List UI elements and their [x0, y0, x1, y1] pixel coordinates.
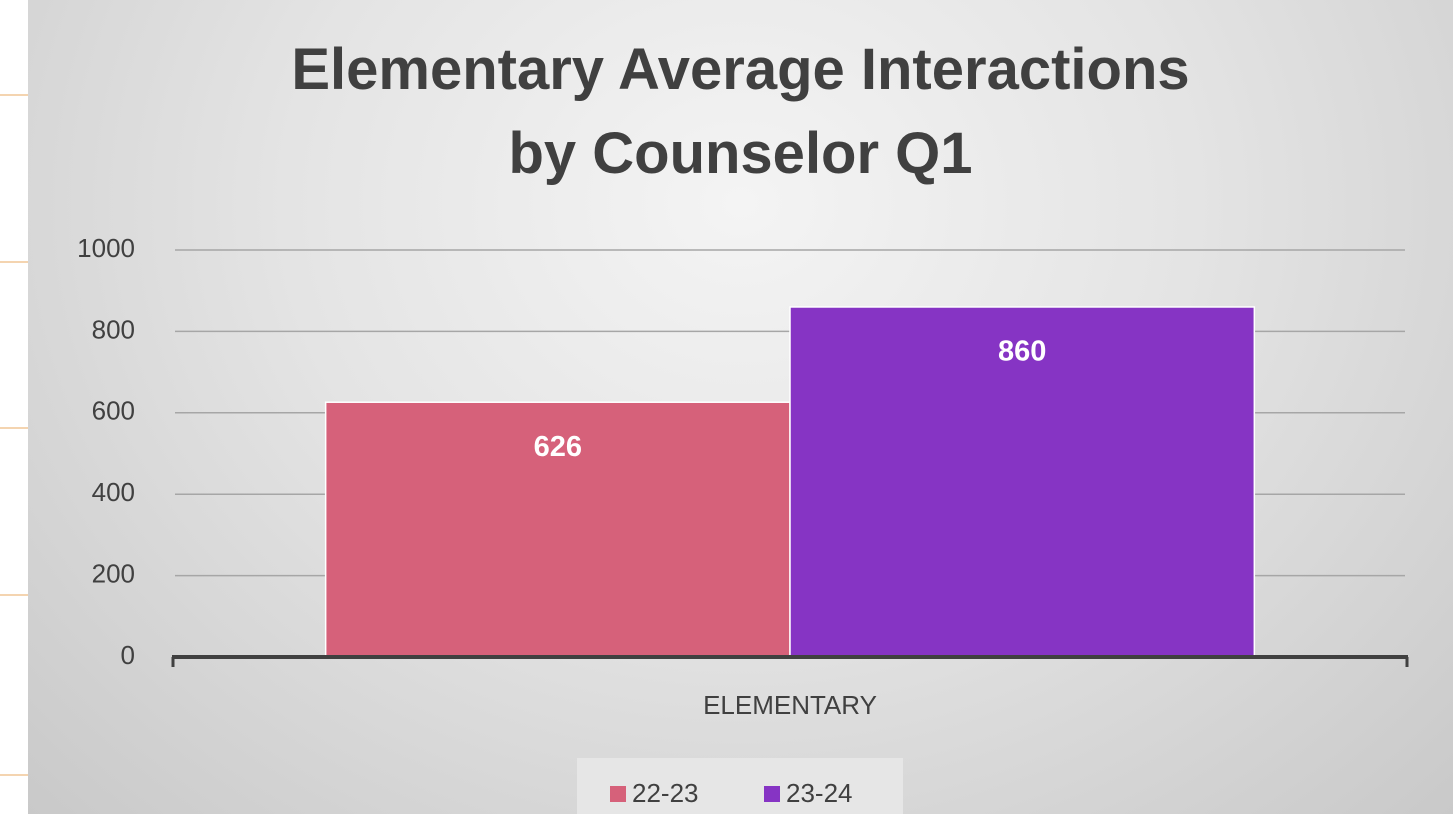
data-label: 860	[998, 336, 1046, 368]
legend-swatch	[610, 786, 626, 802]
y-tick-label: 0	[121, 640, 135, 670]
data-label: 626	[534, 431, 582, 463]
bar	[789, 306, 1256, 658]
chart-title: Elementary Average Interactions by Couns…	[291, 37, 1190, 186]
y-tick-label: 400	[92, 477, 135, 507]
x-tick-label: ELEMENTARY	[703, 690, 877, 720]
y-tick-label: 800	[92, 314, 135, 344]
legend-label: 22-23	[632, 778, 699, 808]
bar	[324, 401, 791, 658]
y-tick-label: 200	[92, 558, 135, 588]
legend-swatch	[764, 786, 780, 802]
side-decoration	[0, 94, 28, 776]
legend-box	[577, 758, 903, 814]
y-tick-label: 1000	[77, 233, 135, 263]
legend-label: 23-24	[786, 778, 853, 808]
y-tick-label: 600	[92, 396, 135, 426]
